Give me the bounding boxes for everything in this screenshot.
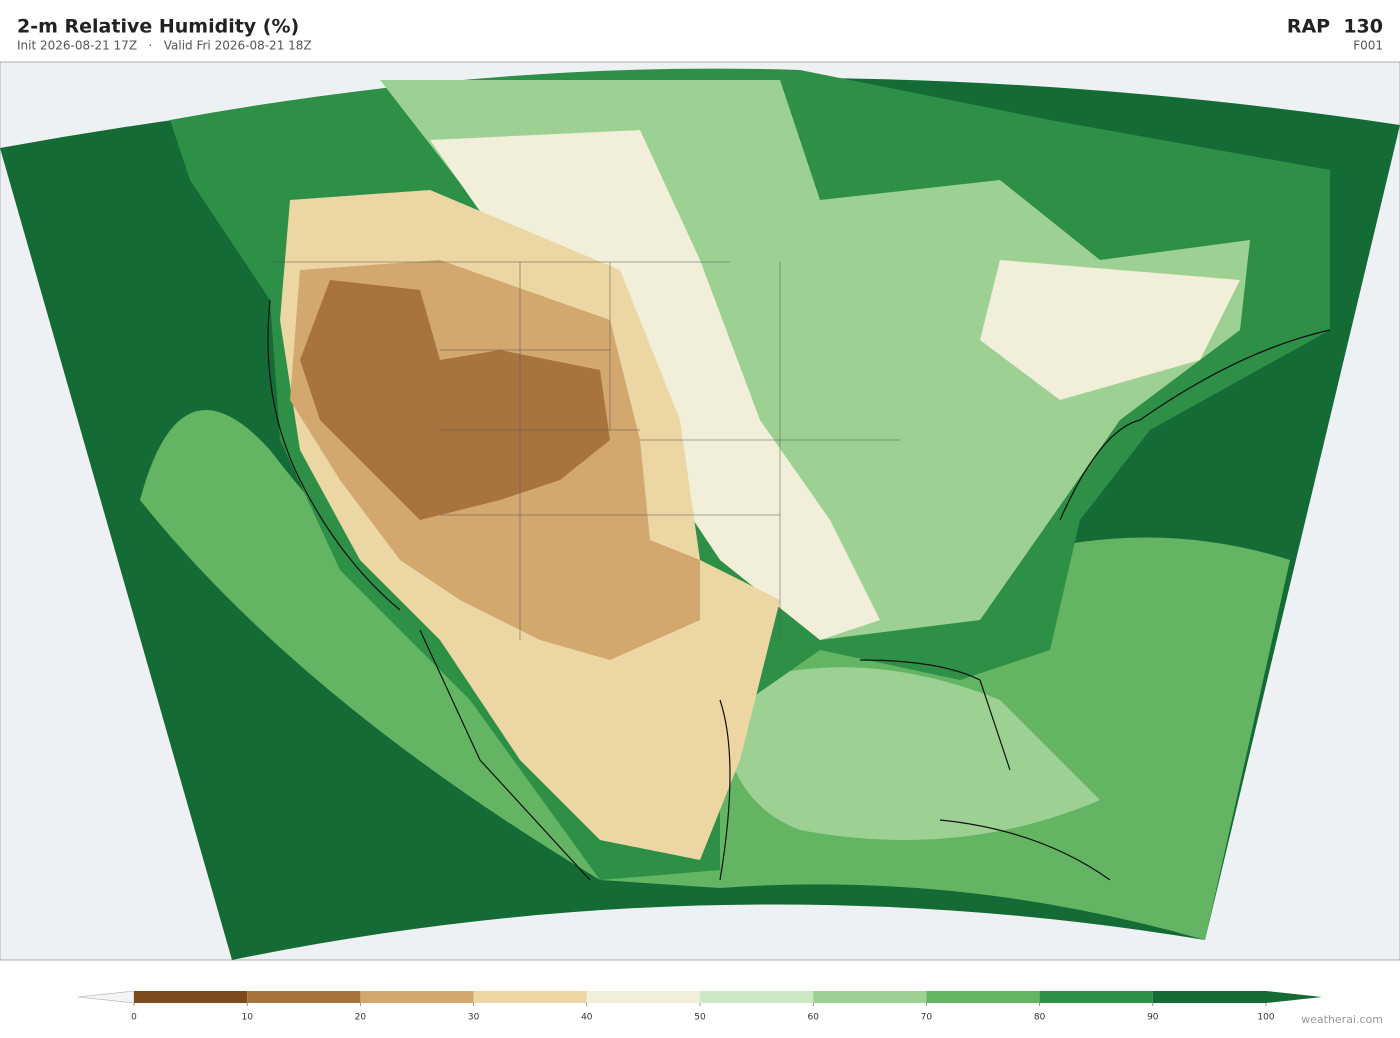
colorbar-segment [134,991,248,1003]
colorbar-tick-label: 20 [355,1013,367,1023]
colorbar-segment [360,991,474,1003]
colorbar-tick-label: 60 [807,1013,819,1023]
colorbar-segment [586,991,700,1003]
model-name: RAP 130 [1287,16,1383,38]
title: 2-m Relative Humidity (%) [17,16,299,38]
colorbar-segment [700,991,814,1003]
colorbar-tick-label: 0 [131,1013,137,1023]
land-moist [430,130,1240,640]
colorbar-tick-label: 100 [1257,1013,1274,1023]
map [0,61,1400,961]
colorbar-tick-label: 50 [694,1013,706,1023]
colorbar-tick-label: 40 [581,1013,593,1023]
colorbar: 0 10 20 30 40 50 60 70 80 90 100 [77,990,1322,1023]
colorbar-segment [1039,991,1153,1003]
colorbar-tick-label: 70 [921,1013,933,1023]
colorbar-over [1266,991,1322,1003]
forecast-hour: F001 [1353,39,1383,53]
land-very-dry [300,280,610,520]
coastlines [267,299,1331,881]
colorbar-segment [813,991,927,1003]
colorbar-segment [1152,991,1266,1003]
gulf [720,667,1100,840]
colorbar-tick-label: 30 [468,1013,480,1023]
colorbar-segment [926,991,1040,1003]
colorbar-tick-label: 80 [1034,1013,1046,1023]
colorbar-tick-label: 90 [1147,1013,1159,1023]
borders [270,261,900,640]
credit: weatherai.com [1301,1013,1383,1026]
colorbar-tick-label: 10 [241,1013,253,1023]
colorbar-segment [247,991,361,1003]
colorbar-segment [473,991,587,1003]
subtitle: Init 2026-08-21 17Z · Valid Fri 2026-08-… [17,39,312,53]
